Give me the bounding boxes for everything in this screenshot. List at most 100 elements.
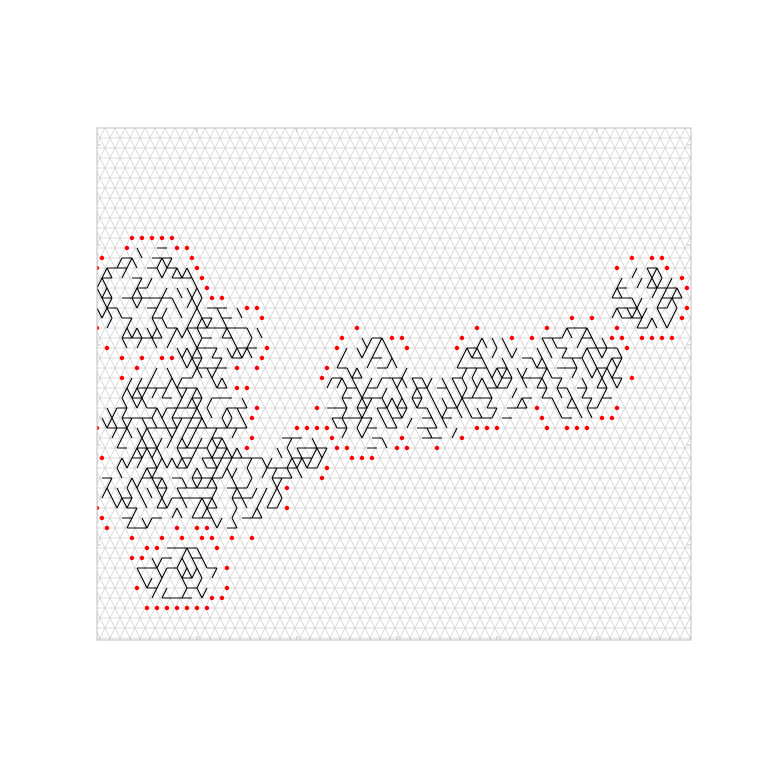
site-dot [400, 336, 404, 340]
site-dot [320, 476, 324, 480]
site-dot [495, 426, 499, 430]
site-dot [135, 586, 139, 590]
site-dot [325, 466, 329, 470]
site-dot [305, 426, 309, 430]
site-dot [665, 266, 669, 270]
site-dot [185, 246, 189, 250]
site-dot [235, 366, 239, 370]
site-dot [360, 456, 364, 460]
site-dot [245, 446, 249, 450]
site-dot [475, 326, 479, 330]
site-dot [245, 306, 249, 310]
site-dot [255, 366, 259, 370]
site-dot [545, 326, 549, 330]
site-dot [335, 346, 339, 350]
site-dot [435, 446, 439, 450]
site-dot [180, 536, 184, 540]
site-dot [530, 336, 534, 340]
site-dot [250, 416, 254, 420]
site-dot [260, 356, 264, 360]
site-dot [615, 326, 619, 330]
site-dot [250, 536, 254, 540]
site-dot [350, 456, 354, 460]
site-dot [355, 326, 359, 330]
site-dot [680, 316, 684, 320]
site-dot [315, 406, 319, 410]
site-dot [210, 536, 214, 540]
site-dot [235, 386, 239, 390]
site-dot [615, 266, 619, 270]
site-dot [210, 596, 214, 600]
site-dot [245, 386, 249, 390]
site-dot [195, 526, 199, 530]
site-dot [120, 376, 124, 380]
site-dot [545, 426, 549, 430]
site-dot [205, 526, 209, 530]
site-dot [205, 286, 209, 290]
site-dot [170, 236, 174, 240]
site-dot [685, 286, 689, 290]
site-dot [295, 426, 299, 430]
site-dot [660, 256, 664, 260]
site-dot [585, 426, 589, 430]
site-dot [250, 436, 254, 440]
site-dot [535, 406, 539, 410]
site-dot [160, 236, 164, 240]
site-dot [285, 486, 289, 490]
site-dot [460, 436, 464, 440]
site-dot [370, 456, 374, 460]
site-dot [195, 266, 199, 270]
site-dot [590, 316, 594, 320]
site-dot [485, 426, 489, 430]
site-dot [130, 556, 134, 560]
site-dot [125, 246, 129, 250]
site-dot [130, 536, 134, 540]
site-dot [155, 546, 159, 550]
site-dot [650, 336, 654, 340]
site-dot [630, 376, 634, 380]
site-dot [120, 356, 124, 360]
site-dot [630, 256, 634, 260]
site-dot [130, 236, 134, 240]
site-dot [175, 246, 179, 250]
site-dot [200, 536, 204, 540]
site-dot [175, 526, 179, 530]
site-dot [225, 566, 229, 570]
site-dot [510, 336, 514, 340]
site-dot [105, 526, 109, 530]
site-dot [260, 316, 264, 320]
site-dot [405, 446, 409, 450]
site-dot [625, 346, 629, 350]
site-dot [195, 606, 199, 610]
site-dot [170, 356, 174, 360]
site-dot [265, 346, 269, 350]
site-dot [185, 606, 189, 610]
site-dot [105, 346, 109, 350]
site-dot [215, 546, 219, 550]
site-dot [640, 336, 644, 340]
site-dot [320, 376, 324, 380]
site-dot [395, 446, 399, 450]
site-dot [685, 306, 689, 310]
site-dot [325, 366, 329, 370]
site-dot [390, 336, 394, 340]
site-dot [100, 456, 104, 460]
site-dot [100, 516, 104, 520]
site-dot [325, 426, 329, 430]
site-dot [405, 346, 409, 350]
site-dot [340, 336, 344, 340]
site-dot [135, 366, 139, 370]
site-dot [660, 336, 664, 340]
site-dot [600, 416, 604, 420]
site-dot [150, 236, 154, 240]
site-dot [615, 406, 619, 410]
site-dot [565, 426, 569, 430]
site-dot [315, 426, 319, 430]
site-dot [190, 256, 194, 260]
site-dot [165, 606, 169, 610]
site-dot [145, 606, 149, 610]
site-dot [160, 356, 164, 360]
site-dot [455, 346, 459, 350]
site-dot [220, 296, 224, 300]
